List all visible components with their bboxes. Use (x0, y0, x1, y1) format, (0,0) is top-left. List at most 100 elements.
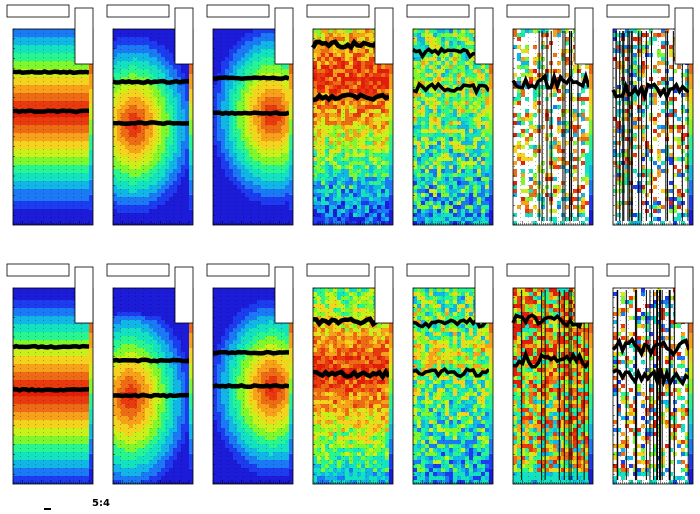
heat-cell (413, 81, 417, 85)
heat-cell (49, 129, 53, 133)
heat-cell (385, 161, 389, 165)
heat-cell (353, 89, 357, 93)
heat-cell (337, 181, 341, 185)
heat-cell (465, 137, 469, 141)
heat-cell (173, 129, 177, 133)
heat-cell (249, 41, 253, 45)
heat-cell (337, 29, 341, 33)
heat-cell (185, 209, 189, 213)
heat-cell (165, 57, 169, 61)
heat-cell (473, 117, 477, 121)
heat-cell (329, 117, 333, 121)
heat-cell (429, 77, 433, 81)
heat-cell (217, 105, 221, 109)
heat-cell (265, 37, 269, 41)
heat-cell (449, 117, 453, 121)
heat-cell (273, 137, 277, 141)
heat-cell (121, 53, 125, 57)
heat-cell (357, 165, 361, 169)
heat-cell (365, 213, 369, 217)
heat-cell (49, 45, 53, 49)
heat-cell (465, 125, 469, 129)
heat-cell (169, 53, 173, 57)
heat-cell (161, 157, 165, 161)
heat-cell (469, 57, 473, 61)
heat-cell (53, 97, 57, 101)
heat-cell (341, 53, 345, 57)
heat-cell (129, 89, 133, 93)
heat-cell (81, 197, 85, 201)
heat-cell (13, 113, 17, 117)
heat-cell (481, 201, 485, 205)
heat-cell (49, 177, 53, 181)
heat-cell (333, 137, 337, 141)
heat-cell (125, 53, 129, 57)
heat-cell (65, 85, 69, 89)
heat-cell (17, 113, 21, 117)
heat-cell (85, 209, 89, 213)
heat-cell (433, 105, 437, 109)
heat-cell (445, 185, 449, 189)
heat-cell (157, 73, 161, 77)
heat-cell (317, 81, 321, 85)
heat-cell (113, 117, 117, 121)
heat-cell (257, 173, 261, 177)
heat-cell (225, 137, 229, 141)
heat-cell (449, 69, 453, 73)
heat-cell (321, 169, 325, 173)
heat-cell (441, 121, 445, 125)
heat-cell (357, 37, 361, 41)
heat-cell (385, 149, 389, 153)
heat-cell (21, 101, 25, 105)
heat-cell (149, 209, 153, 213)
heat-cell (113, 61, 117, 65)
heat-cell (437, 201, 441, 205)
heat-cell (41, 157, 45, 161)
heat-cell (37, 125, 41, 129)
heat-cell (121, 93, 125, 97)
heat-cell (345, 193, 349, 197)
heat-cell (137, 177, 141, 181)
heat-cell (137, 217, 141, 221)
heat-cell (485, 113, 489, 117)
heat-cell (45, 197, 49, 201)
heat-cell (165, 37, 169, 41)
heat-cell (129, 205, 133, 209)
heat-cell (173, 165, 177, 169)
heat-cell (221, 29, 225, 33)
heat-cell (421, 177, 425, 181)
heat-cell (45, 117, 49, 121)
heat-cell (337, 189, 341, 193)
heat-cell (465, 129, 469, 133)
heat-cell (445, 73, 449, 77)
heat-cell (125, 29, 129, 33)
heat-cell (33, 65, 37, 69)
heat-cell (25, 129, 29, 133)
heat-cell (329, 65, 333, 69)
heat-cell (313, 137, 317, 141)
heat-cell (117, 197, 121, 201)
heat-cell (65, 45, 69, 49)
heat-cell (385, 109, 389, 113)
heat-cell (77, 153, 81, 157)
heat-cell (317, 61, 321, 65)
heat-cell (49, 125, 53, 129)
scale-segment (389, 194, 393, 210)
heat-cell (25, 209, 29, 213)
heat-cell (229, 165, 233, 169)
heat-cell (249, 93, 253, 97)
heat-cell (349, 205, 353, 209)
heat-cell (357, 61, 361, 65)
heat-cell (417, 121, 421, 125)
heat-cell (313, 177, 317, 181)
heat-cell (225, 125, 229, 129)
heat-cell (473, 193, 477, 197)
heat-cell (349, 101, 353, 105)
heat-cell (469, 157, 473, 161)
heat-cell (337, 37, 341, 41)
heat-cell (325, 213, 329, 217)
heat-cell (149, 189, 153, 193)
heat-cell (353, 57, 357, 61)
heat-cell (429, 157, 433, 161)
heat-cell (421, 121, 425, 125)
